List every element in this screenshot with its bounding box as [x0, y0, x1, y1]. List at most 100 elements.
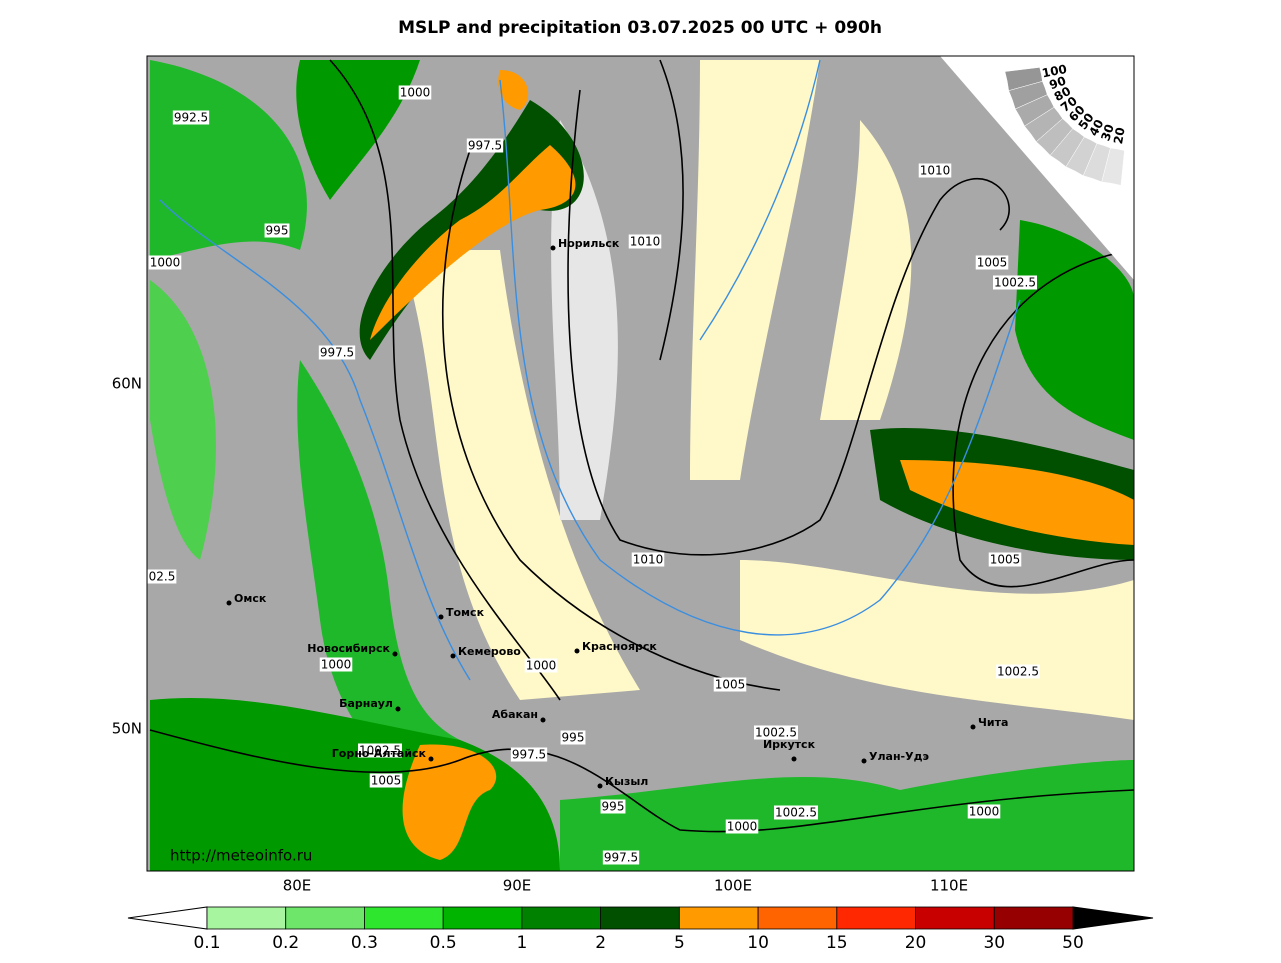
isobar-label-bg [600, 799, 626, 814]
lat-label: 60N [112, 375, 142, 393]
map-frame [146, 55, 1135, 872]
cloud-area [551, 120, 618, 520]
colorbar-label: 10 [747, 933, 769, 953]
isobar-label-bg [631, 552, 665, 567]
precip-area [560, 760, 1134, 871]
clear-area [400, 250, 640, 700]
cloud-segment [1101, 147, 1125, 186]
isobar-label: 1000 [321, 658, 352, 672]
clear-area [820, 120, 912, 420]
isobar-label-bg [996, 664, 1040, 679]
precip-area [900, 460, 1134, 545]
isobar-label-bg [975, 255, 1009, 270]
colorbar-segment [600, 906, 680, 930]
isobar-label: 1000 [727, 820, 758, 834]
precip-area [150, 280, 216, 560]
isobar [567, 89, 1010, 556]
isobar-label: 1000 [150, 256, 181, 270]
colorbar-label: 50 [1062, 933, 1084, 953]
colorbar-label: 0.5 [430, 933, 457, 953]
colorbar-label: 15 [826, 933, 848, 953]
isobar-label-bg [318, 345, 356, 360]
map-labels: 1000 992.5 997.5 995 1000 1010 1010 1005 1002.5 9… [147, 85, 1040, 865]
isobar-label-bg [524, 658, 558, 673]
city-dot [438, 614, 444, 620]
isobar-label-bg [602, 850, 640, 865]
colorbar-segment [285, 906, 365, 930]
city-label: Горно-Алтайск [332, 747, 427, 760]
isobar-label-bg [774, 805, 818, 820]
isobar-label-bg [369, 773, 403, 788]
isobar-label-bg [754, 725, 798, 740]
colorbar-segment [993, 906, 1074, 930]
isobar-label: 1002.5 [359, 744, 401, 758]
colorbar-label: 30 [983, 933, 1005, 953]
isobar-label-bg [560, 730, 586, 745]
colorbar-segment [836, 906, 916, 930]
isobar [952, 249, 1134, 588]
city-dot [791, 756, 797, 762]
precip-area [370, 145, 576, 340]
colorbar-over [1072, 906, 1154, 930]
city-dot [550, 245, 556, 251]
isobar-label: 1010 [633, 553, 664, 567]
isobar-label: 995 [602, 800, 625, 814]
cloud-scale-label: 30 [1098, 122, 1117, 142]
precip-area [150, 60, 307, 260]
city-label: Иркутск [763, 738, 816, 751]
cloud-scale-label: 90 [1047, 74, 1067, 93]
isobar-label-bg [510, 747, 548, 762]
isobar-label: 1002.5 [997, 665, 1039, 679]
city-label: Норильск [558, 237, 620, 250]
lon-label: 100E [714, 877, 752, 895]
precip-area [1015, 220, 1134, 440]
colorbar-label: 20 [905, 933, 927, 953]
city-label: Абакан [492, 708, 538, 721]
city-label: Чита [978, 716, 1008, 729]
city-label: Кызыл [605, 775, 648, 788]
lon-label: 90E [503, 877, 532, 895]
isobar-label-bg [319, 657, 353, 672]
isobar-label: 1005 [990, 553, 1021, 567]
city-dot [450, 653, 456, 659]
isobar-label: 995 [266, 224, 289, 238]
city-dot [970, 724, 976, 730]
isobar-label-bg [628, 234, 662, 249]
isobar-label: 1000 [526, 659, 557, 673]
precip-area [296, 60, 420, 200]
isobar-label-bg [993, 275, 1037, 290]
isobar [441, 149, 781, 691]
colorbar-segment [757, 906, 838, 930]
city-label: Томск [446, 606, 485, 619]
colorbar-segment [206, 906, 287, 930]
isobar-label-bg [264, 223, 290, 238]
city-dot [428, 756, 434, 762]
isobar-label-bg [147, 569, 177, 584]
cloud-scale-label: 20 [1111, 126, 1128, 145]
lon-label: 80E [283, 877, 312, 895]
colorbar-segment [364, 906, 444, 930]
lat-label: 50N [112, 720, 142, 738]
city-dot [574, 648, 580, 654]
colorbar-label: 1 [516, 933, 527, 953]
isobar-label: 997.5 [604, 851, 638, 865]
isobar-label: 1005 [977, 256, 1008, 270]
isobar-label-bg [358, 743, 402, 758]
isobar-label-bg [725, 819, 759, 834]
city-label: Улан-Удэ [869, 750, 929, 763]
isobars [149, 59, 1134, 833]
colorbar-segment [521, 906, 602, 930]
isobar-label: 1010 [920, 164, 951, 178]
colorbar-under [127, 906, 208, 930]
colorbar: 0.1 0.2 0.3 0.5 1 2 5 10 15 20 30 50 [127, 906, 1154, 953]
isobar-label: 1005 [371, 774, 402, 788]
isobar-label: 1002.5 [755, 726, 797, 740]
corner-mask [940, 56, 1134, 280]
isotherm [159, 199, 471, 681]
city-dot [597, 783, 603, 789]
colorbar-label: 0.1 [193, 933, 220, 953]
isobar-label-bg [398, 85, 432, 100]
colorbar-label: 2 [595, 933, 606, 953]
